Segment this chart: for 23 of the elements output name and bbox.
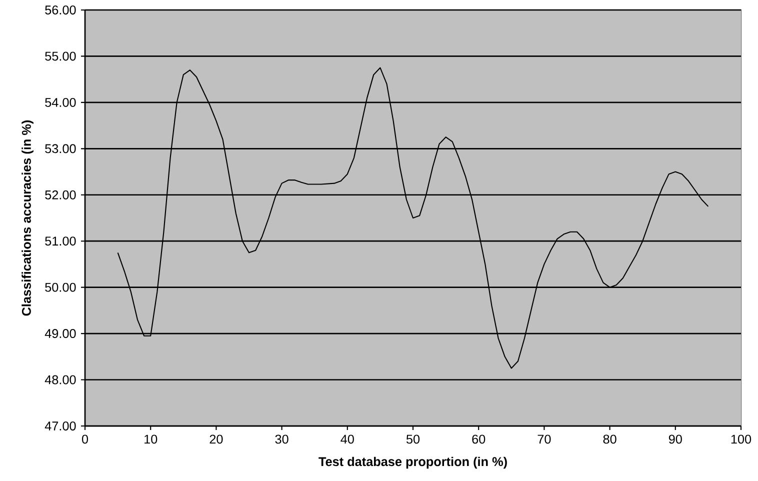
- y-tick-label: 47.00: [44, 422, 76, 430]
- x-axis-title: Test database proportion (in %): [318, 456, 507, 469]
- y-axis-title: Classifications accuracies (in %): [22, 120, 34, 316]
- x-tick-label: 80: [603, 434, 616, 444]
- x-tick-label: 50: [406, 434, 420, 444]
- y-tick-label: 52.00: [45, 190, 76, 200]
- x-tick-label: 90: [668, 434, 682, 444]
- x-tick-label: 10: [144, 434, 158, 444]
- y-tick-label: 54.00: [45, 98, 76, 107]
- x-tick-label: 100: [731, 434, 752, 444]
- x-tick-label: 70: [538, 434, 551, 444]
- y-tick-label: 49.00: [44, 329, 76, 338]
- y-tick-label: 55.00: [45, 52, 76, 61]
- x-tick-label: 30: [275, 434, 288, 444]
- x-tick-label: 40: [340, 434, 354, 444]
- y-tick-label: 48.00: [44, 375, 76, 384]
- y-tick-label: 50.00: [45, 282, 76, 292]
- y-tick-label: 56.00: [45, 6, 76, 14]
- y-tick-label: 51.00: [45, 236, 76, 246]
- y-tick-label: 53.00: [45, 144, 76, 154]
- x-tick-label: 20: [210, 434, 223, 444]
- x-tick-label: 0: [82, 434, 88, 444]
- x-tick-label: 60: [472, 434, 486, 444]
